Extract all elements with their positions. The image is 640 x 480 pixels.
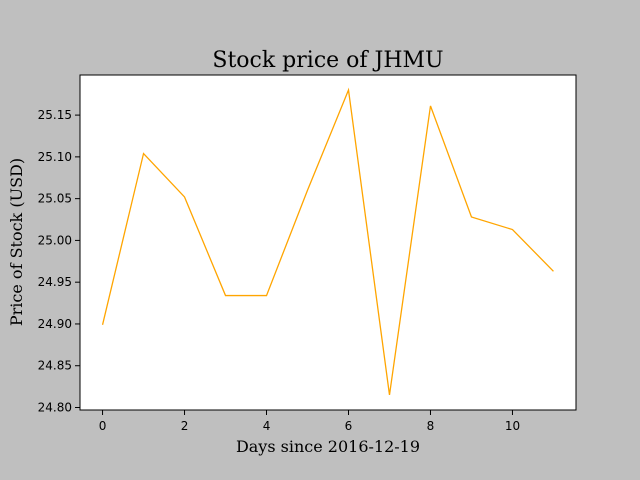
y-tick-label: 25.05 bbox=[38, 192, 72, 206]
x-tick-label: 0 bbox=[99, 419, 107, 433]
x-axis-label: Days since 2016-12-19 bbox=[236, 437, 420, 456]
y-tick-label: 24.80 bbox=[38, 400, 72, 414]
series-line bbox=[101, 87, 554, 396]
x-tick-label: 2 bbox=[181, 419, 189, 433]
y-tick-label: 25.00 bbox=[38, 233, 72, 247]
series-layer bbox=[101, 87, 554, 396]
chart-title: Stock price of JHMU bbox=[212, 48, 443, 73]
x-tick-label: 8 bbox=[427, 419, 435, 433]
y-tick-label: 25.15 bbox=[38, 108, 72, 122]
y-tick-label: 24.90 bbox=[38, 317, 72, 331]
y-tick-label: 24.85 bbox=[38, 359, 72, 373]
plot-frame bbox=[79, 74, 577, 411]
y-tick-label: 25.10 bbox=[38, 150, 72, 164]
ticks-layer: 0 2 4 6 8 10 24.80 24.85 24.90 24.95 25.00 25.05 25.… bbox=[38, 108, 520, 433]
x-tick-label: 6 bbox=[345, 419, 353, 433]
y-axis-label: Price of Stock (USD) bbox=[7, 158, 26, 326]
plot-area bbox=[80, 75, 576, 410]
x-tick-label: 4 bbox=[263, 419, 271, 433]
x-tick-label: 10 bbox=[505, 419, 520, 433]
y-tick-label: 24.95 bbox=[38, 275, 72, 289]
